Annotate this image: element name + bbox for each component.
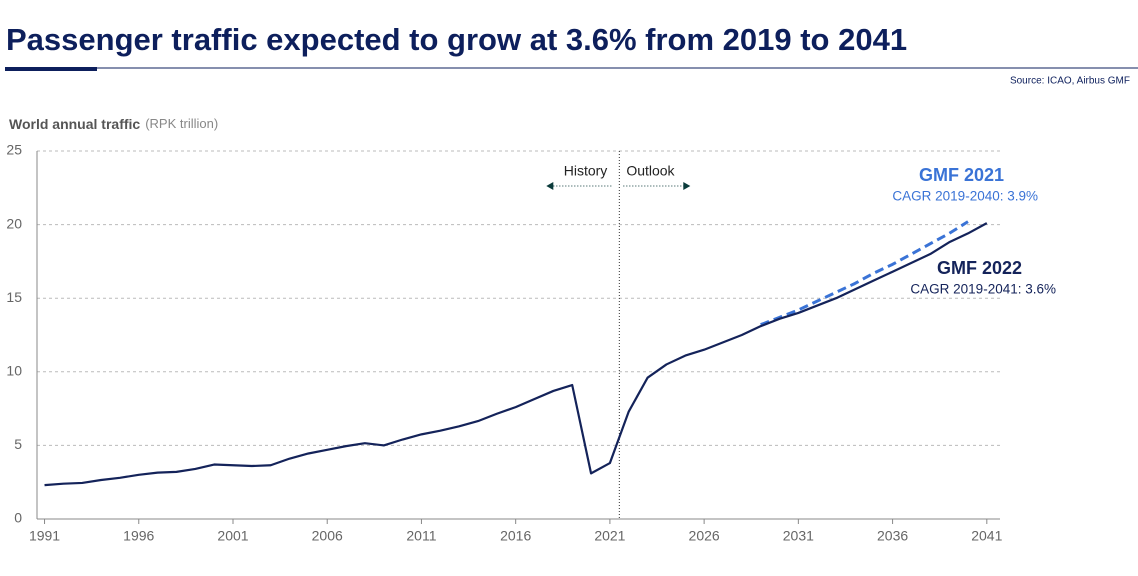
x-tick-label: 2026	[689, 528, 720, 544]
y-tick-label: 10	[6, 363, 22, 379]
series-line	[760, 220, 969, 327]
x-tick-label: 2001	[217, 528, 248, 544]
series-subtitle: CAGR 2019-2040: 3.9%	[892, 189, 1038, 204]
y-axis-title: World annual traffic (RPK trillion)	[9, 116, 218, 132]
history-label: History	[564, 163, 608, 179]
y-tick-label: 0	[14, 510, 22, 526]
y-axis-unit: (RPK trillion)	[145, 116, 218, 131]
history-arrowhead	[546, 182, 554, 190]
y-tick-label: 20	[6, 215, 22, 231]
x-tick-label: 2041	[971, 528, 1002, 544]
series-subtitle: CAGR 2019-2041: 3.6%	[910, 282, 1056, 297]
series-line	[44, 222, 988, 487]
x-tick-label: 2031	[783, 528, 814, 544]
outlook-label: Outlook	[626, 163, 675, 179]
outlook-arrowhead	[683, 182, 691, 190]
x-tick-label: 2016	[500, 528, 531, 544]
y-axis-title-main: World annual traffic	[9, 116, 140, 132]
x-tick-label: 1996	[123, 528, 154, 544]
series-label: GMF 2022	[937, 258, 1022, 278]
series-label: GMF 2021	[919, 165, 1004, 185]
x-tick-label: 2006	[312, 528, 343, 544]
x-tick-label: 1991	[29, 528, 60, 544]
source: Source: ICAO, Airbus GMF	[1010, 76, 1130, 87]
x-tick-label: 2021	[594, 528, 625, 544]
y-tick-label: 25	[6, 142, 22, 158]
chart-title: Passenger traffic expected to grow at 3.…	[6, 22, 907, 57]
title-accent	[5, 67, 97, 71]
x-tick-label: 2036	[877, 528, 908, 544]
y-tick-label: 15	[6, 289, 22, 305]
x-tick-label: 2011	[406, 528, 436, 544]
y-tick-label: 5	[14, 436, 22, 452]
